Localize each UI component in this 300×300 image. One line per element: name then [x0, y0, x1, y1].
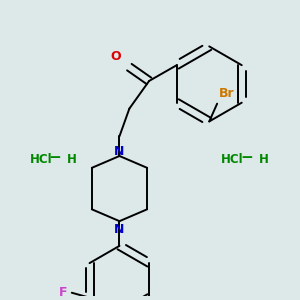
Text: HCl: HCl	[221, 153, 244, 167]
Text: HCl: HCl	[29, 153, 52, 167]
Text: F: F	[59, 286, 68, 299]
Text: O: O	[111, 50, 122, 63]
Text: −: −	[240, 151, 253, 166]
Text: −: −	[49, 151, 61, 166]
Text: Br: Br	[219, 87, 235, 100]
Text: N: N	[114, 223, 125, 236]
Text: H: H	[259, 153, 269, 167]
Text: H: H	[67, 153, 77, 167]
Text: N: N	[114, 145, 125, 158]
